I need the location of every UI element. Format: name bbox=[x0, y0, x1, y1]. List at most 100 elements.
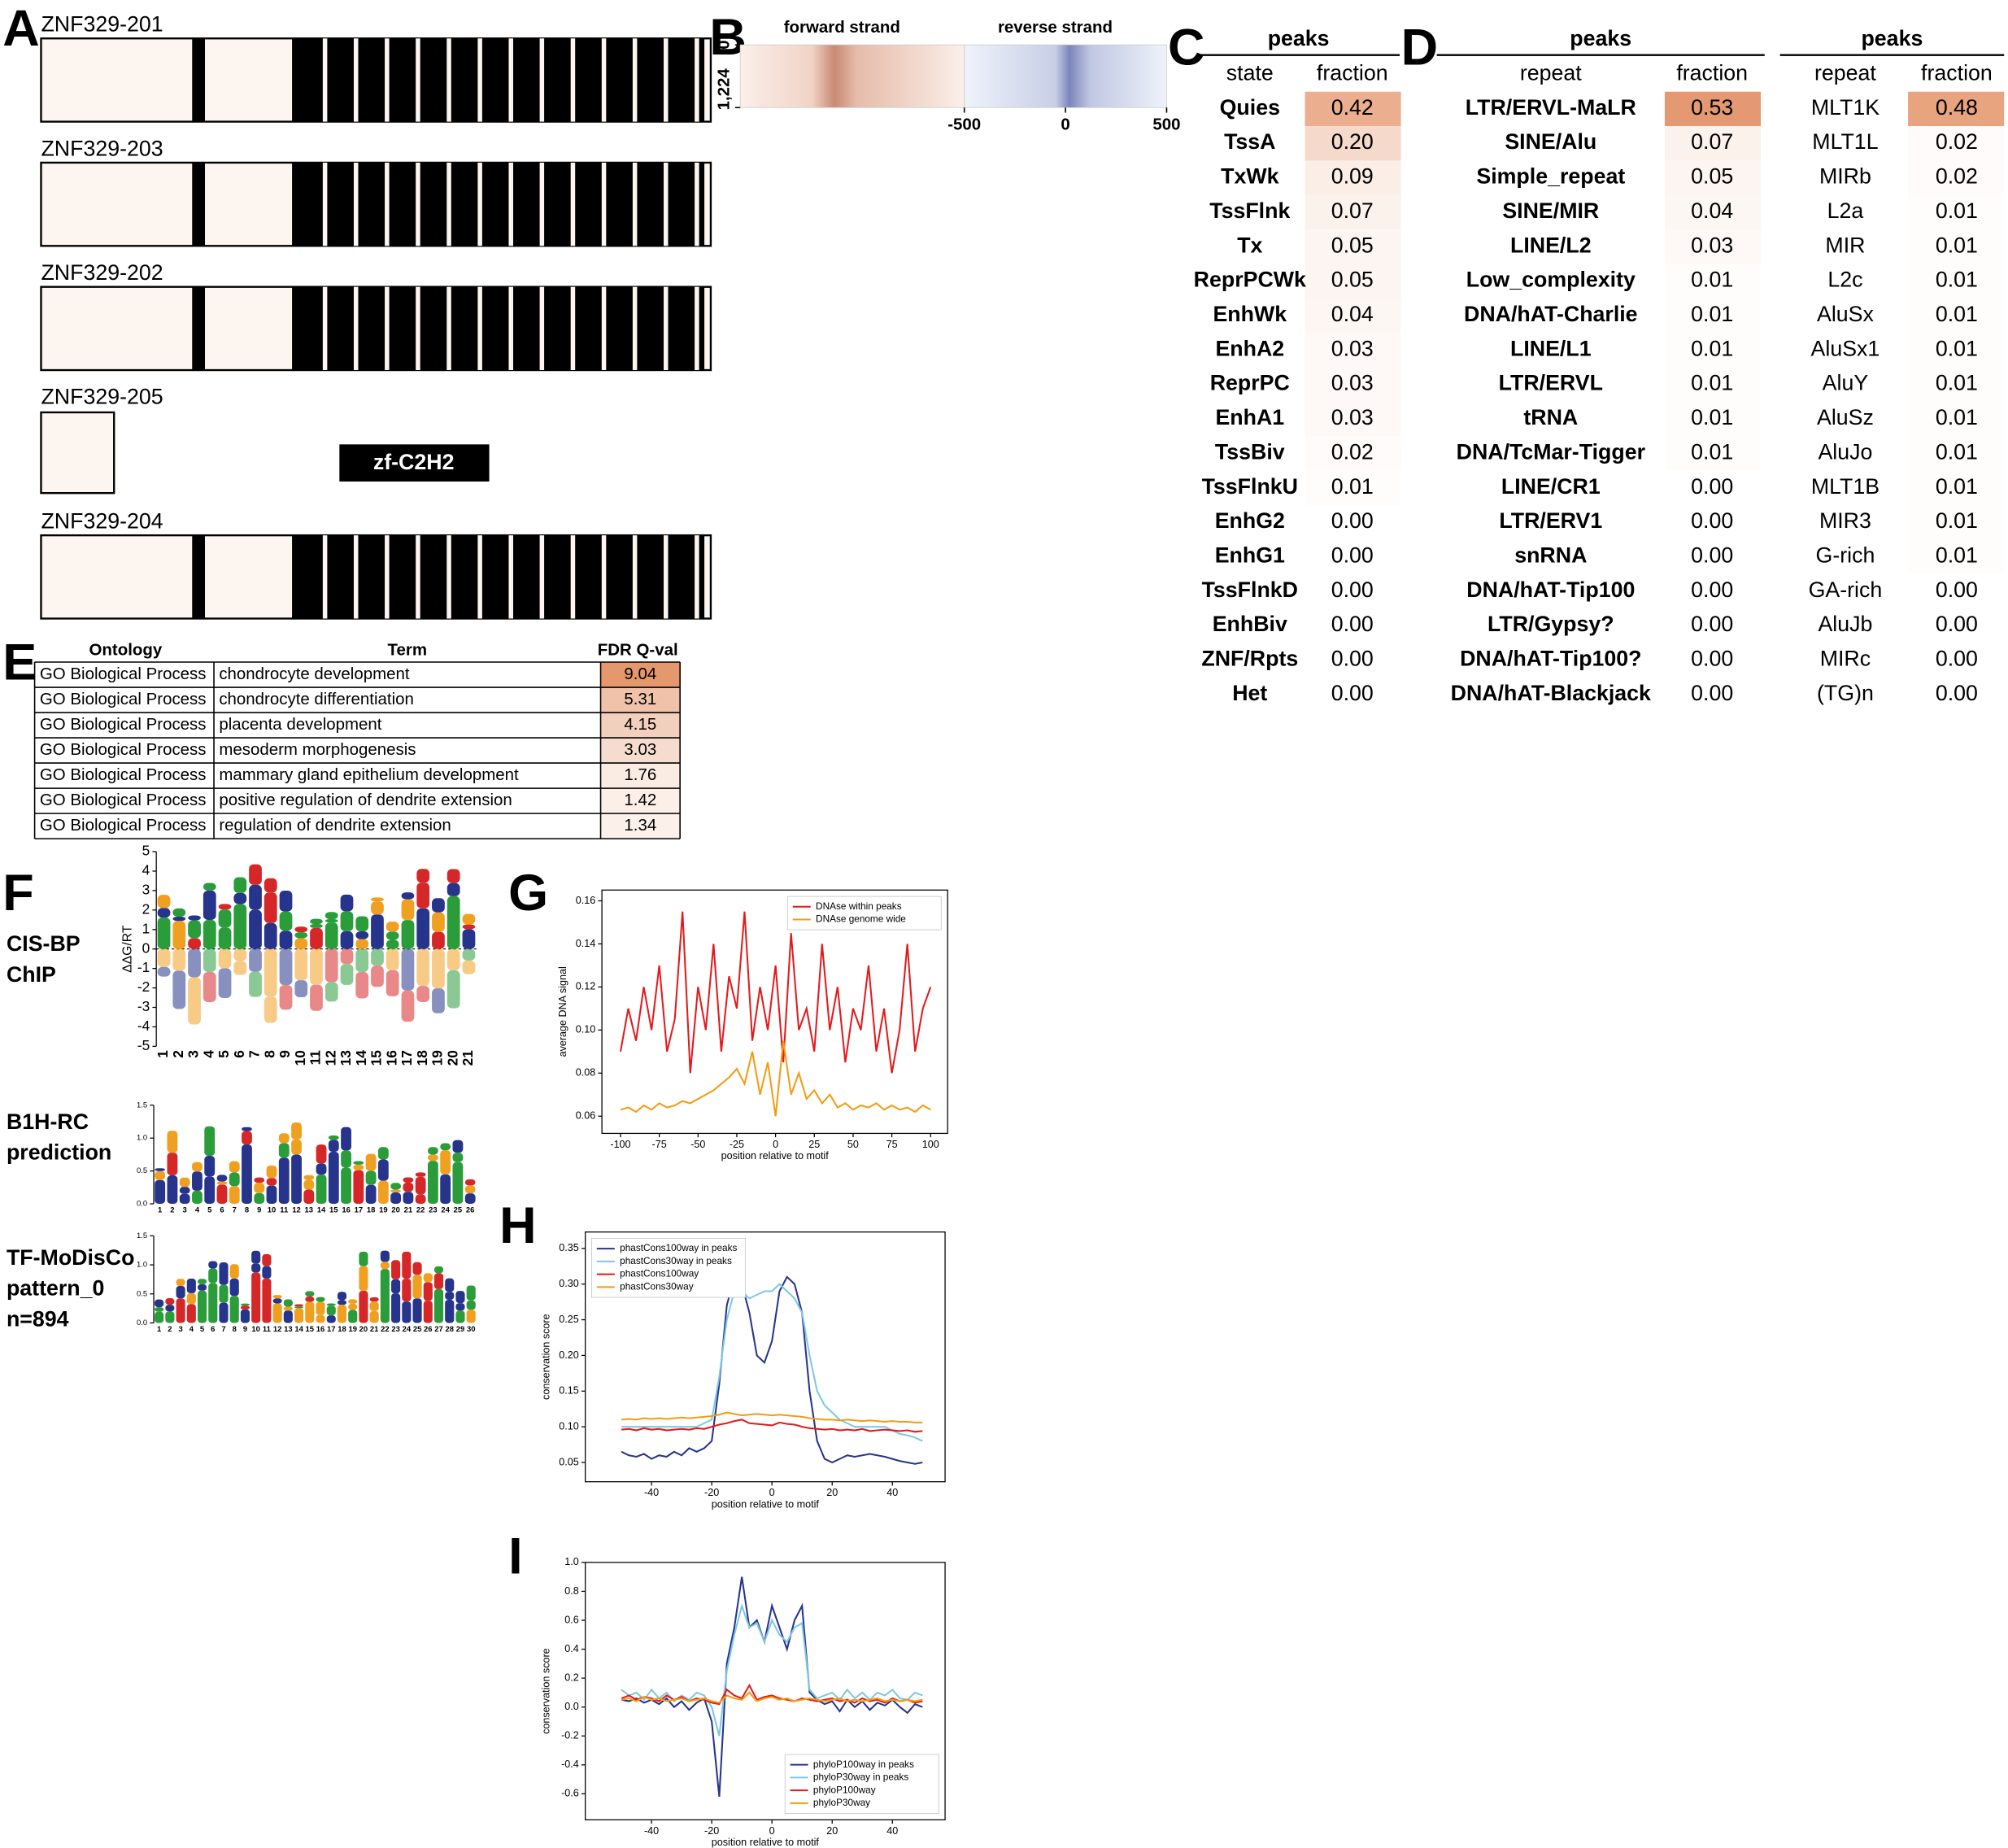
heat-cell bbox=[1908, 298, 2005, 333]
logo-letter bbox=[391, 1279, 401, 1294]
zf-gap bbox=[385, 535, 390, 619]
go-term: regulation of dendrite extension bbox=[219, 816, 451, 835]
logo-letter bbox=[216, 1175, 228, 1182]
heat-cell bbox=[1305, 91, 1401, 127]
logo-letter bbox=[337, 1292, 347, 1301]
logo-letter bbox=[254, 1192, 265, 1205]
logo-letter bbox=[172, 921, 186, 949]
heat-cell bbox=[1664, 401, 1762, 437]
logo-letter bbox=[316, 1314, 325, 1323]
fraction: 0.01 bbox=[1936, 302, 1978, 326]
heat-cell bbox=[1908, 470, 2005, 505]
logo-letter bbox=[294, 1304, 304, 1307]
logo-letter bbox=[316, 1175, 327, 1205]
row-label: pattern_0 bbox=[7, 1276, 104, 1301]
logo-letter bbox=[390, 1192, 402, 1205]
zf-gap bbox=[446, 162, 451, 246]
logo-letter bbox=[208, 1261, 218, 1269]
heat-cell bbox=[1305, 643, 1401, 678]
fraction: 0.03 bbox=[1331, 371, 1374, 395]
heat-cell bbox=[1908, 333, 2005, 368]
x-tick-label: 15 bbox=[368, 1050, 385, 1066]
logo-letter bbox=[401, 892, 415, 900]
logo-letter bbox=[337, 1300, 347, 1305]
heat-cell bbox=[1664, 643, 1762, 678]
x-tick-label: 15 bbox=[306, 1325, 315, 1334]
y-axis-label: ΔΔG/RT bbox=[121, 925, 135, 973]
row-label: LTR/Gypsy? bbox=[1487, 612, 1614, 636]
zf-gap bbox=[446, 535, 451, 619]
y-tick-label: 0.5 bbox=[137, 1289, 147, 1298]
logo-letter bbox=[365, 1184, 377, 1205]
heat-cell bbox=[1908, 264, 2005, 299]
go-ontology: GO Biological Process bbox=[40, 765, 207, 784]
logo-letter bbox=[440, 1143, 451, 1151]
heat-cell bbox=[1664, 573, 1762, 609]
y-tick-label: 0 bbox=[142, 939, 150, 956]
x-tick-label: 8 bbox=[261, 1050, 277, 1058]
heat-cell bbox=[1305, 298, 1401, 333]
x-tick-label: 17 bbox=[399, 1050, 415, 1066]
logo-letter bbox=[365, 1153, 377, 1171]
y-tick-label: 0.06 bbox=[576, 1110, 595, 1122]
logo-letter bbox=[219, 1262, 229, 1285]
zf-gap bbox=[446, 286, 451, 371]
x-tick-label: 20 bbox=[391, 1205, 400, 1214]
x-tick-label: 16 bbox=[342, 1205, 351, 1214]
logo-letter bbox=[341, 1150, 351, 1168]
legend-label: phastCons30way bbox=[620, 1280, 694, 1292]
logo-letter bbox=[219, 1284, 229, 1303]
logo-letter bbox=[203, 890, 216, 920]
x-tick-label: 20 bbox=[359, 1325, 368, 1334]
y-tick-label: 0.08 bbox=[576, 1067, 595, 1079]
logo-letter bbox=[157, 917, 171, 949]
row-label: DNA/hAT-Blackjack bbox=[1451, 681, 1651, 705]
logo-letter bbox=[264, 878, 277, 893]
logo-letter bbox=[283, 1299, 293, 1307]
heat-cell bbox=[1908, 91, 2005, 127]
logo-letter bbox=[371, 897, 384, 902]
logo-letter bbox=[254, 1177, 265, 1183]
heat-cell bbox=[1908, 194, 2005, 230]
x-tick-label: 3 bbox=[183, 1205, 187, 1214]
logo-letter bbox=[310, 948, 323, 985]
x-tick-label: 13 bbox=[284, 1325, 293, 1334]
logo-letter bbox=[165, 1311, 175, 1323]
logo-letter bbox=[385, 970, 399, 996]
zf-gap bbox=[322, 535, 328, 619]
row-label: tRNA bbox=[1523, 405, 1578, 429]
heat-cell bbox=[1908, 229, 2005, 264]
table-header: peaks bbox=[1570, 26, 1631, 50]
logo-letter bbox=[188, 948, 201, 978]
row-label: EnhG1 bbox=[1215, 543, 1285, 567]
logo-letter bbox=[219, 1302, 229, 1323]
fraction: 0.42 bbox=[1331, 95, 1374, 120]
x-tick-label: 5 bbox=[207, 1205, 211, 1214]
fraction: 0.00 bbox=[1331, 681, 1374, 705]
go-q: 1.34 bbox=[624, 816, 656, 835]
go-q: 1.42 bbox=[624, 791, 656, 809]
series-line bbox=[621, 1576, 923, 1798]
zf-gap bbox=[632, 38, 638, 122]
logo-letter bbox=[249, 884, 262, 910]
row-label: Tx bbox=[1237, 233, 1262, 257]
y-tick-label: 0.0 bbox=[564, 1701, 579, 1712]
logo-letter bbox=[325, 912, 338, 920]
zf-gap bbox=[663, 162, 669, 246]
x-tick-label: 18 bbox=[367, 1205, 376, 1214]
heat-cell bbox=[1664, 367, 1762, 402]
heat-cell bbox=[1664, 677, 1762, 713]
fraction: 0.00 bbox=[1936, 612, 1978, 636]
row-label: L2a bbox=[1827, 198, 1864, 223]
heat-cell bbox=[1908, 436, 2005, 471]
y-tick-label: 0.12 bbox=[576, 981, 595, 992]
row-label: MLT1K bbox=[1811, 95, 1880, 120]
logo-letter bbox=[432, 898, 445, 913]
y-tick-label: 0.0 bbox=[137, 1318, 147, 1327]
x-tick-label: 12 bbox=[273, 1325, 282, 1334]
x-tick-label: 18 bbox=[338, 1325, 346, 1334]
series-line bbox=[621, 1683, 923, 1706]
row-label: n=894 bbox=[7, 1306, 69, 1331]
row-label: LTR/ERVL bbox=[1499, 371, 1603, 395]
row-label: EnhBiv bbox=[1213, 612, 1287, 636]
